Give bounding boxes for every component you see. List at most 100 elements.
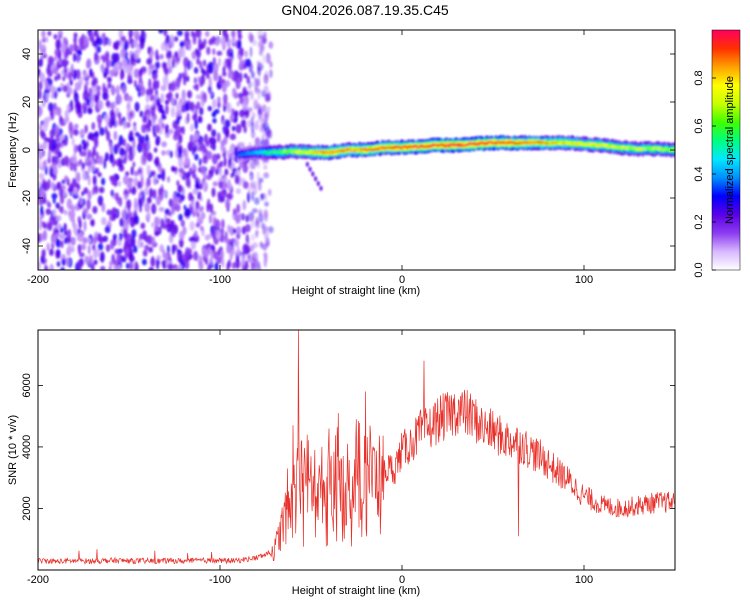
noise-blob (102, 82, 106, 94)
noise-blob (175, 92, 179, 100)
noise-blob (194, 230, 198, 238)
noise-blob (104, 152, 109, 162)
noise-blob (243, 110, 250, 117)
tail-dot (308, 166, 312, 172)
noise-blob (200, 211, 206, 220)
noise-blob (44, 36, 49, 43)
noise-blob (74, 99, 80, 110)
noise-blob (108, 38, 112, 47)
noise-blob (63, 117, 68, 125)
noise-blob (195, 180, 200, 189)
noise-blob (70, 236, 76, 246)
noise-blob (251, 70, 255, 79)
noise-blob (137, 90, 141, 98)
noise-blob (153, 174, 157, 186)
noise-blob (113, 130, 118, 141)
noise-blob (117, 248, 124, 254)
noise-blob (131, 187, 137, 194)
noise-blob (96, 114, 103, 124)
noise-blob (119, 217, 124, 227)
noise-blob (252, 242, 258, 249)
noise-blob (161, 114, 167, 120)
noise-blob (215, 229, 221, 240)
colorbar-tick-label: 0.8 (693, 70, 705, 85)
noise-blob (262, 228, 266, 235)
noise-blob (181, 89, 186, 101)
noise-blob (217, 249, 221, 256)
noise-blob (92, 187, 96, 196)
noise-blob (139, 110, 144, 118)
noise-blob (137, 238, 142, 249)
noise-blob (104, 225, 111, 234)
noise-blob (185, 101, 189, 112)
noise-blob (238, 213, 243, 219)
noise-blob (150, 257, 156, 268)
noise-blob (178, 237, 184, 248)
noise-blob (59, 226, 64, 234)
noise-blob (88, 108, 93, 115)
noise-blob (60, 42, 67, 54)
noise-blob (74, 223, 78, 234)
noise-blob (183, 204, 187, 211)
noise-blob (140, 241, 144, 248)
noise-blob (41, 249, 46, 259)
noise-blob (122, 175, 129, 185)
noise-blob (258, 213, 264, 223)
noise-blob (195, 200, 200, 210)
noise-blob (87, 190, 92, 200)
noise-blob (56, 261, 61, 267)
noise-blob (218, 57, 221, 67)
noise-blob (140, 177, 144, 187)
noise-blob (137, 168, 142, 174)
noise-blob (132, 125, 137, 132)
noise-blob (116, 94, 123, 105)
noise-blob (220, 36, 226, 46)
noise-blob (117, 264, 122, 270)
noise-blob (100, 63, 105, 74)
noise-blob (134, 197, 137, 208)
noise-blob (39, 72, 46, 84)
noise-blob (148, 267, 154, 270)
noise-blob (193, 132, 199, 141)
noise-blob (117, 180, 122, 187)
noise-blob (146, 197, 152, 204)
noise-blob (128, 111, 134, 118)
noise-blob (154, 230, 160, 237)
noise-blob (235, 188, 241, 195)
noise-blob (193, 250, 199, 261)
colorbar-gradient (711, 29, 741, 271)
noise-blob (43, 159, 47, 169)
ridge-cell (414, 144, 418, 147)
noise-blob (66, 86, 73, 95)
noise-blob (70, 104, 74, 112)
noise-blob (102, 38, 107, 47)
noise-blob (104, 52, 110, 63)
snr-x-tick-label: 0 (399, 574, 405, 586)
noise-blob (221, 219, 225, 229)
noise-blob (213, 251, 219, 260)
noise-blob (213, 70, 219, 82)
noise-blob (43, 196, 47, 204)
noise-blob (237, 40, 242, 50)
snr-frame (37, 329, 676, 571)
noise-blob (76, 69, 81, 80)
noise-blob (245, 58, 252, 68)
noise-blob (115, 41, 120, 50)
noise-blob (156, 173, 163, 179)
noise-blob (88, 149, 92, 158)
noise-blob (173, 36, 179, 42)
noise-blob (165, 104, 169, 115)
noise-blob (155, 135, 161, 146)
noise-blob (139, 39, 145, 50)
noise-blob (69, 44, 75, 52)
noise-blob (96, 85, 101, 92)
noise-blob (185, 176, 191, 188)
noise-blob (221, 144, 226, 154)
noise-blob (181, 126, 185, 135)
noise-blob (244, 244, 250, 255)
noise-blob (256, 103, 262, 110)
noise-blob (38, 81, 43, 91)
noise-blob (142, 115, 148, 124)
noise-blob (228, 244, 233, 253)
noise-blob (229, 133, 236, 140)
